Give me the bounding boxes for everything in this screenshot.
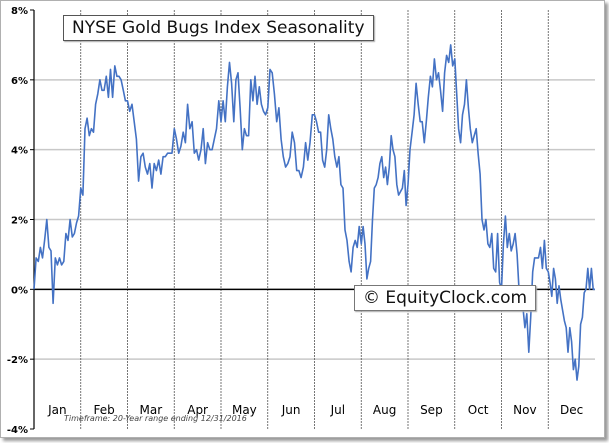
seasonal-line — [33, 44, 595, 381]
y-tick-label: 2% — [11, 216, 28, 227]
month-label: Apr — [187, 403, 208, 417]
y-tick-label: 8% — [11, 6, 28, 17]
month-label: Sep — [420, 403, 443, 417]
chart-title: NYSE Gold Bugs Index Seasonality — [63, 15, 374, 41]
month-label: Mar — [140, 403, 163, 417]
y-tick-label: -4% — [7, 425, 28, 436]
month-label: Jul — [330, 403, 345, 417]
month-label: Nov — [513, 403, 536, 417]
month-label: Oct — [468, 403, 489, 417]
month-label: Jan — [47, 403, 67, 417]
y-tick-label: 6% — [11, 76, 28, 87]
month-label: Jun — [281, 403, 301, 417]
month-label: Feb — [94, 403, 115, 417]
y-tick-label: 4% — [11, 146, 28, 157]
month-label: Aug — [373, 403, 396, 417]
month-label: May — [232, 403, 257, 417]
footnote: Timeframe: 20-Year range ending 12/31/20… — [64, 414, 247, 423]
month-label: Dec — [560, 403, 583, 417]
watermark: © EquityClock.com — [354, 285, 537, 311]
y-tick-label: 0% — [11, 285, 28, 296]
y-tick-label: -2% — [7, 355, 28, 366]
